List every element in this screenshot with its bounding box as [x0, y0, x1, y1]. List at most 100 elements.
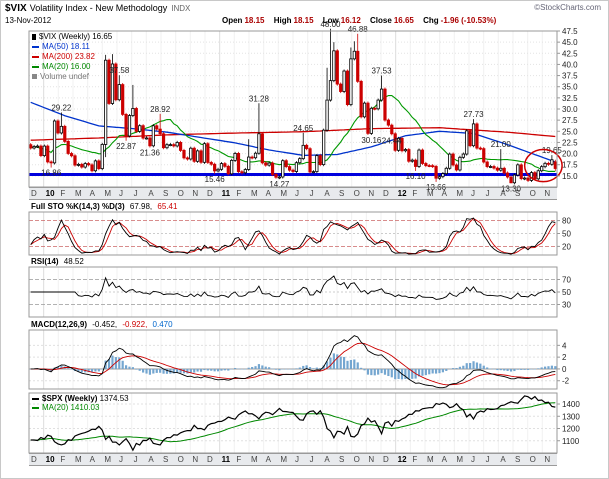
x-axis-month-label: S: [515, 189, 521, 198]
ma50-marker: [32, 45, 39, 48]
x-axis-month-label: J: [485, 455, 490, 464]
svg-text:30: 30: [562, 301, 571, 310]
price-y-axis: 47.5 45.0 42.5 40.0 37.5 35.0 32.5 30.0 27.5 25.0…: [557, 27, 578, 181]
svg-text:45.0: 45.0: [562, 38, 578, 47]
x-axis-month-label: N: [544, 189, 551, 198]
x-axis-month-label: A: [265, 189, 271, 198]
x-axis-month-label: J: [309, 455, 314, 464]
volume-legend: Volume undef: [40, 72, 89, 81]
macd-lines: [30, 335, 556, 389]
macd-signal-value: -0.922,: [122, 320, 148, 329]
x-axis-month-label: D: [31, 455, 37, 464]
x-axis-month-label: J: [309, 189, 314, 198]
svg-text:1400: 1400: [562, 400, 580, 409]
x-axis-month-label: M: [427, 455, 434, 464]
volume-marker: [32, 74, 37, 80]
svg-text:2: 2: [562, 353, 567, 362]
price-series-marker: [32, 33, 36, 40]
svg-text:22.87: 22.87: [116, 142, 137, 151]
spx-panel: 1400 1300 1200 1100: [28, 392, 580, 454]
x-axis-month-label: O: [353, 189, 360, 198]
x-axis-month-label: D: [31, 189, 37, 198]
spx-ma-marker: [32, 406, 39, 409]
svg-text:16.10: 16.10: [406, 172, 427, 181]
x-axis-month-label: 12: [397, 455, 407, 464]
symbol: $VIX: [5, 3, 27, 14]
x-axis-month-label: S: [163, 189, 169, 198]
sto-k-value: 67.98,: [129, 202, 153, 211]
x-axis-month-label: A: [324, 189, 330, 198]
x-axis-month-label: F: [236, 455, 242, 464]
ma200-legend: MA(200) 23.82: [42, 52, 95, 61]
x-axis-month-label: A: [148, 455, 154, 464]
x-axis-month-label: N: [544, 455, 551, 464]
x-axis-month-label: F: [60, 189, 66, 198]
svg-text:30.0: 30.0: [562, 105, 578, 114]
rsi-legend: RSI(14) 48.52: [31, 257, 84, 266]
x-axis-month-label: O: [529, 455, 536, 464]
svg-text:22.5: 22.5: [562, 138, 578, 147]
open-label: Open: [222, 16, 243, 25]
chart-header: $VIX Volatility Index - New Methodology IN…: [5, 3, 605, 14]
spx-ma-label: MA(20): [42, 403, 69, 412]
macd-panel: 4 2 0 -2: [28, 329, 570, 390]
spx-marker: [32, 397, 39, 400]
svg-text:1200: 1200: [562, 425, 580, 434]
x-axis-month-label: 10: [45, 189, 55, 198]
sto-legend: Full STO %K(14,3) %D(3) 67.98, 65.41: [31, 202, 177, 211]
x-axis-month-label: M: [456, 455, 463, 464]
macd-name: MACD(12,26,9): [31, 320, 88, 329]
ma50-legend: MA(50) 18.11: [42, 42, 90, 51]
svg-text:31.28: 31.28: [249, 94, 270, 103]
spx-lines: [30, 395, 556, 452]
svg-text:15.0: 15.0: [562, 172, 578, 181]
spx-name: $SPX (Weekly): [42, 394, 98, 403]
x-axis-month-label: M: [104, 455, 111, 464]
x-axis-month-label: M: [280, 189, 287, 198]
svg-text:29.22: 29.22: [51, 103, 72, 112]
svg-text:1100: 1100: [562, 437, 580, 446]
svg-text:47.5: 47.5: [562, 27, 578, 36]
chart-subheader: 13-Nov-2012 Open 18.15 High 18.15 Low 16.12…: [5, 16, 605, 25]
x-axis-month-label: M: [251, 189, 258, 198]
svg-text:27.73: 27.73: [464, 110, 485, 119]
x-axis-month-label: A: [500, 455, 506, 464]
x-axis-month-label: S: [163, 455, 169, 464]
x-axis-month-label: A: [500, 189, 506, 198]
rsi-line: [30, 275, 556, 300]
x-axis-month-label: J: [119, 455, 123, 464]
svg-text:27.5: 27.5: [562, 116, 578, 125]
macd-hist-value: 0.470: [152, 320, 173, 329]
low-label: Low: [322, 16, 339, 25]
x-axis-month-label: D: [383, 189, 389, 198]
rsi-name: RSI(14): [31, 257, 59, 266]
sto-name: Full STO %K(14,3) %D(3): [31, 202, 125, 211]
x-axis-month-label: 10: [45, 455, 55, 464]
x-axis-month-label: A: [441, 189, 447, 198]
chg-label: Chg: [423, 16, 439, 25]
price-series-label: $VIX (Weekly): [39, 32, 90, 41]
sto-d-value: 65.41: [157, 202, 178, 211]
chart-title: Volatility Index - New Methodology: [29, 3, 168, 13]
svg-text:32.5: 32.5: [562, 94, 578, 103]
x-axis-month-label: 11: [221, 189, 231, 198]
x-axis-month-label: A: [324, 455, 330, 464]
x-axis-month-label: J: [133, 189, 138, 198]
svg-text:20: 20: [562, 242, 571, 251]
rsi-value: 48.52: [63, 257, 84, 266]
svg-text:21.36: 21.36: [140, 149, 161, 158]
svg-text:46.88: 46.88: [348, 25, 369, 34]
rsi-panel: 70 50 30: [28, 266, 571, 318]
main-legend: $VIX (Weekly) 16.65 MA(50) 18.11 MA(200)…: [32, 32, 112, 82]
svg-text:4: 4: [562, 341, 567, 350]
ma20-marker: [32, 65, 39, 68]
svg-text:20.0: 20.0: [562, 150, 578, 159]
ma20-legend: MA(20) 16.00: [42, 62, 91, 71]
svg-text:70: 70: [562, 276, 571, 285]
svg-text:50: 50: [562, 288, 571, 297]
svg-text:-2: -2: [562, 377, 570, 386]
spx-value: 1374.53: [99, 394, 129, 403]
x-axis-month-label: A: [89, 189, 95, 198]
ma200-marker: [32, 55, 39, 58]
x-axis-month-label: N: [368, 455, 375, 464]
